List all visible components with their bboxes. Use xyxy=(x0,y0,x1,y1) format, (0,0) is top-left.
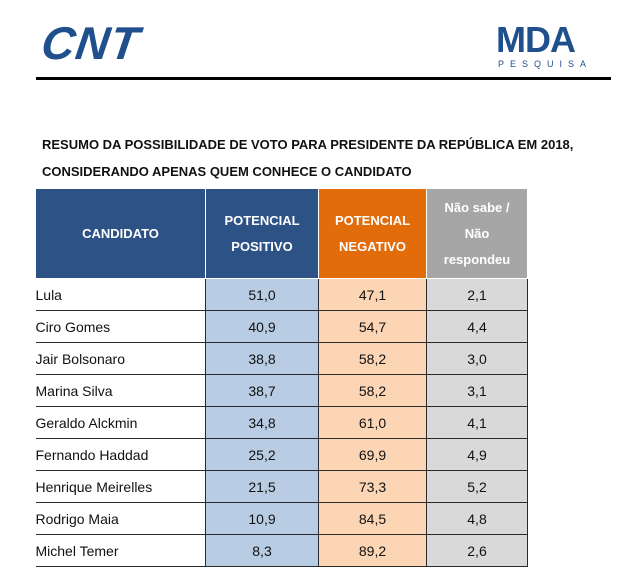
mda-logo-text: MDA xyxy=(496,19,576,60)
negative-value: 84,5 xyxy=(318,502,427,535)
unknown-value: 3,1 xyxy=(426,374,528,407)
header-divider xyxy=(36,77,611,80)
negative-value: 89,2 xyxy=(318,534,427,567)
positive-value: 10,9 xyxy=(205,502,319,535)
unknown-value: 5,2 xyxy=(426,470,528,503)
title-line-2: CONSIDERANDO APENAS QUEM CONHECE O CANDI… xyxy=(42,164,412,179)
negative-value: 58,2 xyxy=(318,374,427,407)
table-row: Geraldo Alckmin 34,8 61,0 4,1 xyxy=(35,406,528,439)
unknown-value: 4,4 xyxy=(426,310,528,343)
cnt-logo: CNT xyxy=(38,17,144,69)
negative-value: 58,2 xyxy=(318,342,427,375)
mda-logo: MDA PESQUISA xyxy=(496,22,604,74)
header-positive: POTENCIAL POSITIVO xyxy=(205,188,319,279)
unknown-value: 4,1 xyxy=(426,406,528,439)
negative-value: 47,1 xyxy=(318,278,427,311)
mda-logo-subtitle: PESQUISA xyxy=(498,59,593,69)
table-row: Michel Temer 8,3 89,2 2,6 xyxy=(35,534,528,567)
header-negative: POTENCIAL NEGATIVO xyxy=(318,188,427,279)
negative-value: 61,0 xyxy=(318,406,427,439)
unknown-value: 2,1 xyxy=(426,278,528,311)
candidate-name: Fernando Haddad xyxy=(35,438,206,471)
positive-value: 51,0 xyxy=(205,278,319,311)
positive-value: 8,3 xyxy=(205,534,319,567)
candidate-name: Henrique Meirelles xyxy=(35,470,206,503)
candidate-name: Marina Silva xyxy=(35,374,206,407)
positive-value: 40,9 xyxy=(205,310,319,343)
positive-value: 21,5 xyxy=(205,470,319,503)
positive-value: 38,7 xyxy=(205,374,319,407)
table-row: Fernando Haddad 25,2 69,9 4,9 xyxy=(35,438,528,471)
candidate-name: Lula xyxy=(35,278,206,311)
unknown-value: 3,0 xyxy=(426,342,528,375)
candidate-name: Jair Bolsonaro xyxy=(35,342,206,375)
table-header-row: CANDIDATO POTENCIAL POSITIVO POTENCIAL N… xyxy=(35,188,528,279)
candidate-name: Geraldo Alckmin xyxy=(35,406,206,439)
table-row: Jair Bolsonaro 38,8 58,2 3,0 xyxy=(35,342,528,375)
table-row: Henrique Meirelles 21,5 73,3 5,2 xyxy=(35,470,528,503)
title-line-1: RESUMO DA POSSIBILIDADE DE VOTO PARA PRE… xyxy=(42,137,574,152)
table-row: Ciro Gomes 40,9 54,7 4,4 xyxy=(35,310,528,343)
table-row: Rodrigo Maia 10,9 84,5 4,8 xyxy=(35,502,528,535)
positive-value: 25,2 xyxy=(205,438,319,471)
candidate-name: Rodrigo Maia xyxy=(35,502,206,535)
negative-value: 54,7 xyxy=(318,310,427,343)
positive-value: 34,8 xyxy=(205,406,319,439)
negative-value: 69,9 xyxy=(318,438,427,471)
unknown-value: 4,8 xyxy=(426,502,528,535)
header-candidate: CANDIDATO xyxy=(35,188,206,279)
unknown-value: 4,9 xyxy=(426,438,528,471)
page-title: RESUMO DA POSSIBILIDADE DE VOTO PARA PRE… xyxy=(42,131,602,185)
positive-value: 38,8 xyxy=(205,342,319,375)
results-table: CANDIDATO POTENCIAL POSITIVO POTENCIAL N… xyxy=(35,188,528,567)
candidate-name: Ciro Gomes xyxy=(35,310,206,343)
table-row: Marina Silva 38,7 58,2 3,1 xyxy=(35,374,528,407)
candidate-name: Michel Temer xyxy=(35,534,206,567)
unknown-value: 2,6 xyxy=(426,534,528,567)
negative-value: 73,3 xyxy=(318,470,427,503)
table-row: Lula 51,0 47,1 2,1 xyxy=(35,278,528,311)
header-unknown: Não sabe / Não respondeu xyxy=(426,188,528,279)
